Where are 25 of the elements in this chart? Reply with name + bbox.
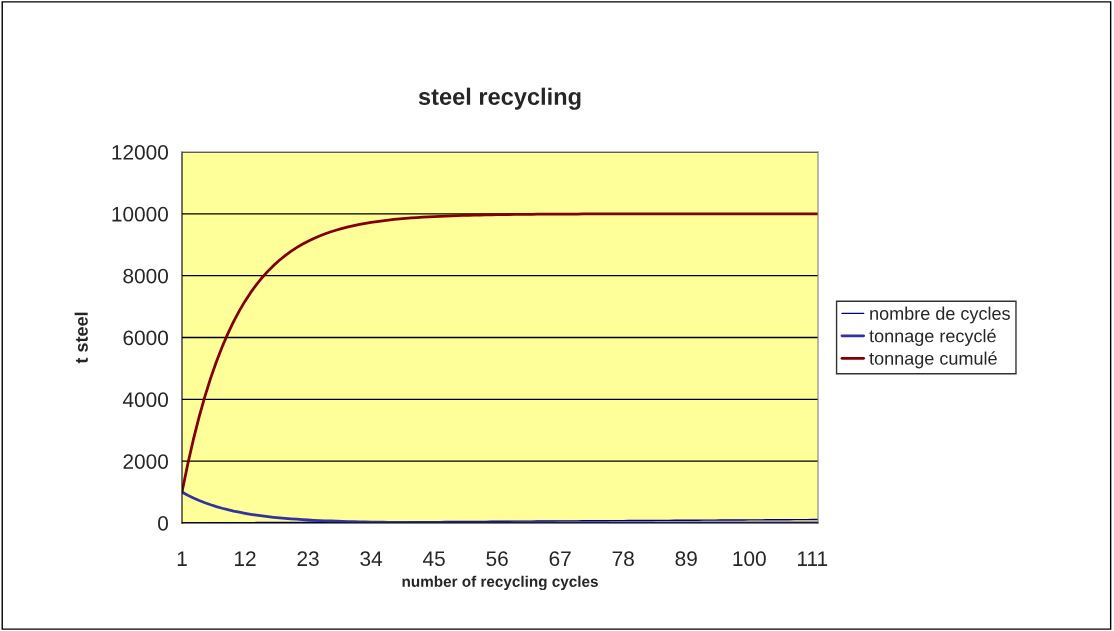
chart-title: steel recycling <box>418 87 581 110</box>
x-tick-label: 1 <box>177 551 187 566</box>
x-tick-label: 89 <box>675 551 697 567</box>
x-tick-label: 100 <box>733 551 766 567</box>
x-tick-label: 78 <box>612 551 634 567</box>
y-tick-label: 2000 <box>123 454 168 469</box>
x-tick-label: 67 <box>549 551 571 567</box>
y-tick-label: 4000 <box>122 392 168 408</box>
x-tick-label: 111 <box>798 551 828 566</box>
legend-label: tonnage recyclé <box>869 328 996 346</box>
line-series <box>182 212 818 494</box>
y-tick-label: 6000 <box>123 330 168 346</box>
legend-label: tonnage cumulé <box>869 351 997 369</box>
y-tick-label: 8000 <box>123 268 168 284</box>
y-tick-label: 12000 <box>112 145 168 160</box>
x-tick-label: 12 <box>235 551 256 566</box>
x-tick-label: 56 <box>486 551 508 567</box>
y-tick-label: 0 <box>158 516 168 531</box>
x-axis-title: number of recycling cycles <box>402 575 598 591</box>
y-axis-title: t steel <box>74 312 88 364</box>
x-tick-label: 45 <box>423 551 445 567</box>
legend-label: nombre de cycles <box>870 306 1010 324</box>
x-tick-label: 23 <box>297 551 319 567</box>
x-tick-label: 34 <box>360 551 383 567</box>
y-tick-label: 10000 <box>112 206 168 222</box>
